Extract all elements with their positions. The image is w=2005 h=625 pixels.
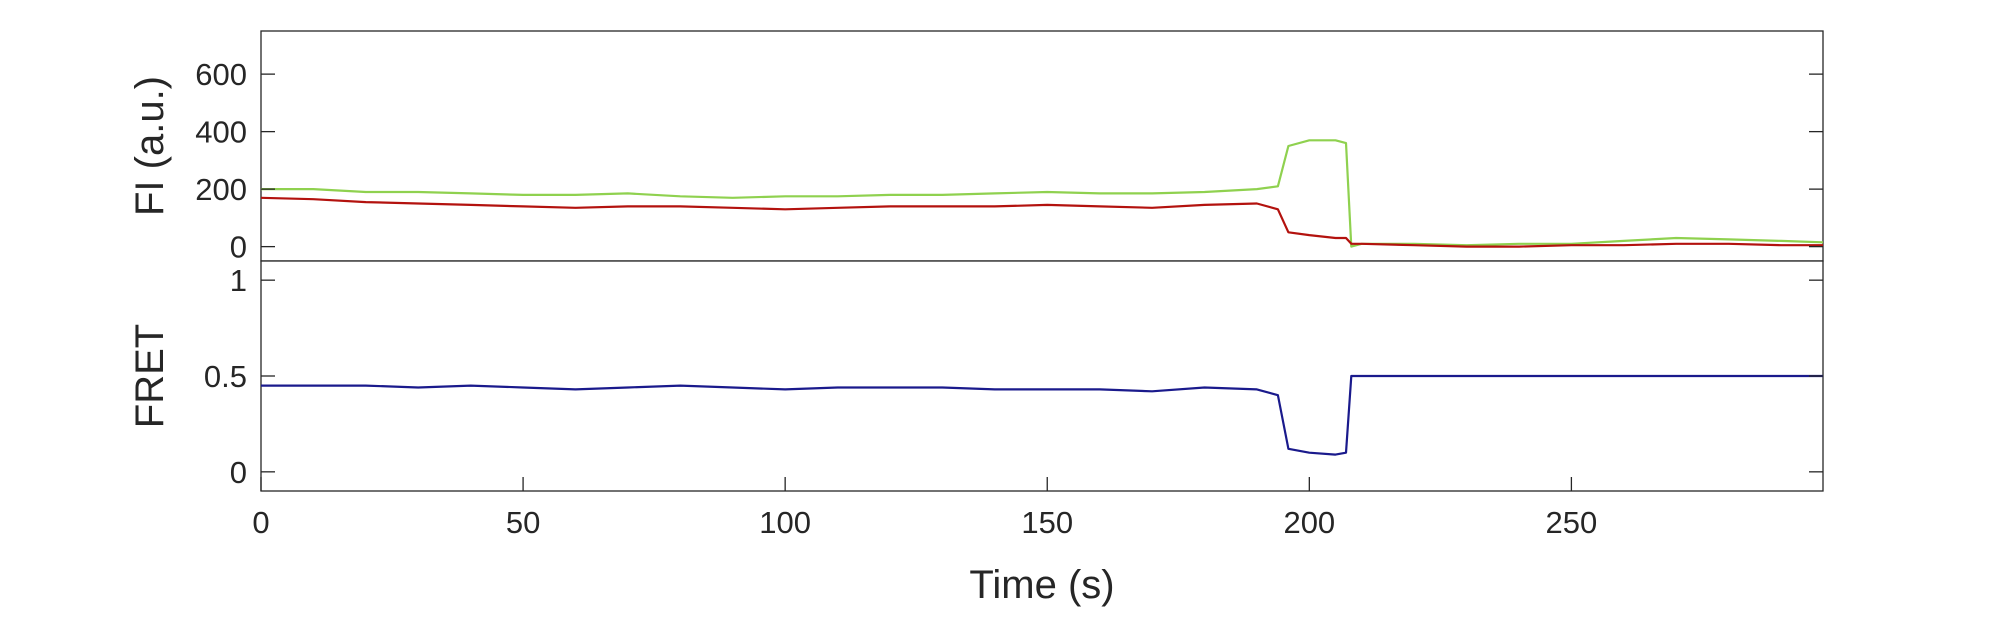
top-y-tick-label: 600 [195, 57, 247, 92]
bottom-series-group [261, 374, 1823, 456]
top-series-line-0 [261, 139, 1824, 248]
top-series-line-1 [260, 196, 1823, 248]
x-tick-label: 150 [1021, 505, 1073, 540]
bottom-series-line-0 [261, 374, 1823, 456]
x-tick-label: 50 [506, 505, 540, 540]
top-y-tick-label: 400 [195, 115, 247, 150]
top-y-tick-label: 0 [230, 230, 247, 265]
x-tick-label: 200 [1283, 505, 1335, 540]
x-tick-label: 100 [759, 505, 811, 540]
top-y-axis-label: FI (a.u.) [128, 76, 172, 216]
x-axis-label: Time (s) [969, 563, 1114, 607]
top-y-ticks: 0 200 400 600 [195, 57, 1823, 265]
bottom-y-tick-label: 1 [230, 263, 247, 298]
x-tick-label: 250 [1546, 505, 1598, 540]
bottom-y-tick-label: 0.5 [204, 359, 247, 394]
top-panel: 0 200 400 600 FI (a.u.) [128, 30, 1824, 265]
bottom-y-ticks: 00.51 [204, 263, 1823, 490]
top-y-tick-label: 200 [195, 172, 247, 207]
top-series-group [260, 139, 1824, 248]
bottom-x-ticks: 0 50 100 150 200 250 [252, 477, 1597, 540]
bottom-panel: 00.51 0 50 100 150 200 250 FRET Time (s) [128, 260, 1824, 607]
bottom-y-axis-label: FRET [128, 324, 172, 428]
bottom-y-tick-label: 0 [230, 455, 247, 490]
x-tick-label: 0 [252, 505, 269, 540]
top-plot-frame [260, 30, 1824, 262]
